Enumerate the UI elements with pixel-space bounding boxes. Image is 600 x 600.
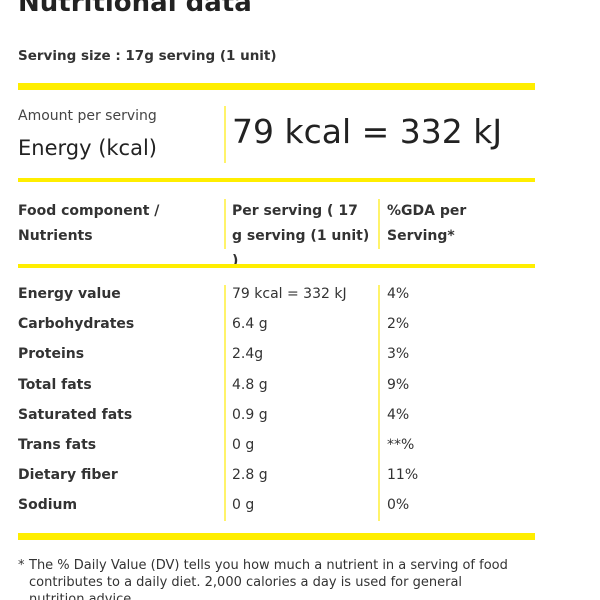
gda-value: 0% <box>387 497 410 514</box>
header-nutrient: Food component / Nutrients <box>18 203 160 244</box>
column-divider <box>224 285 226 521</box>
per-serving-value: 0 g <box>232 437 255 453</box>
nutrient-name: Dietary fiber <box>18 467 118 484</box>
gda-value: 9% <box>387 376 410 393</box>
gda-value: 4% <box>387 406 410 423</box>
footnote: * The % Daily Value (DV) tells you how m… <box>18 557 518 600</box>
column-divider <box>224 106 226 163</box>
nutrient-name: Saturated fats <box>18 406 133 423</box>
gda-value: 4% <box>387 286 410 302</box>
table-row: Sodium 0 g 0% <box>0 497 600 527</box>
column-divider <box>378 285 380 521</box>
gda-value: 11% <box>387 467 419 484</box>
nutrient-name: Total fats <box>18 376 92 393</box>
nutrient-name: Carbohydrates <box>18 316 135 333</box>
divider <box>18 264 535 268</box>
per-serving-value: 2.4g <box>232 346 264 363</box>
footnote-mark: * <box>18 558 25 573</box>
table-row: Dietary fiber 2.8 g 11% <box>0 467 600 497</box>
table-row: Proteins 2.4g 3% <box>0 346 600 376</box>
serving-size: Serving size : 17g serving (1 unit) <box>18 48 277 64</box>
gda-value: **% <box>387 437 415 453</box>
per-serving-value: 6.4 g <box>232 316 268 333</box>
column-divider <box>224 199 226 249</box>
gda-value: 2% <box>387 316 410 333</box>
table-row: Saturated fats 0.9 g 4% <box>0 407 600 437</box>
page-title: Nutritional data <box>18 0 252 18</box>
per-serving-value: 79 kcal = 332 kJ <box>232 286 347 302</box>
divider <box>18 83 535 90</box>
footnote-text: The % Daily Value (DV) tells you how muc… <box>29 558 508 600</box>
per-serving-value: 0 g <box>232 497 255 514</box>
nutrient-name: Energy value <box>18 286 121 302</box>
amount-per-serving-label: Amount per serving <box>18 108 157 124</box>
energy-value: 79 kcal = 332 kJ <box>232 112 503 151</box>
nutrient-name: Trans fats <box>18 437 97 453</box>
divider <box>18 178 535 182</box>
table-row: Trans fats 0 g **% <box>0 437 600 467</box>
table-row: Carbohydrates 6.4 g 2% <box>0 316 600 346</box>
table-row: Energy value 79 kcal = 332 kJ 4% <box>0 286 600 316</box>
per-serving-value: 0.9 g <box>232 406 268 423</box>
gda-value: 3% <box>387 346 410 363</box>
header-per-serving: Per serving ( 17 g serving (1 unit) ) <box>232 203 370 269</box>
header-gda: %GDA per Serving* <box>387 203 467 244</box>
nutrient-name: Proteins <box>18 346 85 363</box>
nutrient-name: Sodium <box>18 497 78 514</box>
divider <box>18 533 535 540</box>
energy-label: Energy (kcal) <box>18 136 157 160</box>
column-divider <box>378 199 380 249</box>
per-serving-value: 2.8 g <box>232 467 268 484</box>
per-serving-value: 4.8 g <box>232 376 268 393</box>
table-row: Total fats 4.8 g 9% <box>0 377 600 407</box>
